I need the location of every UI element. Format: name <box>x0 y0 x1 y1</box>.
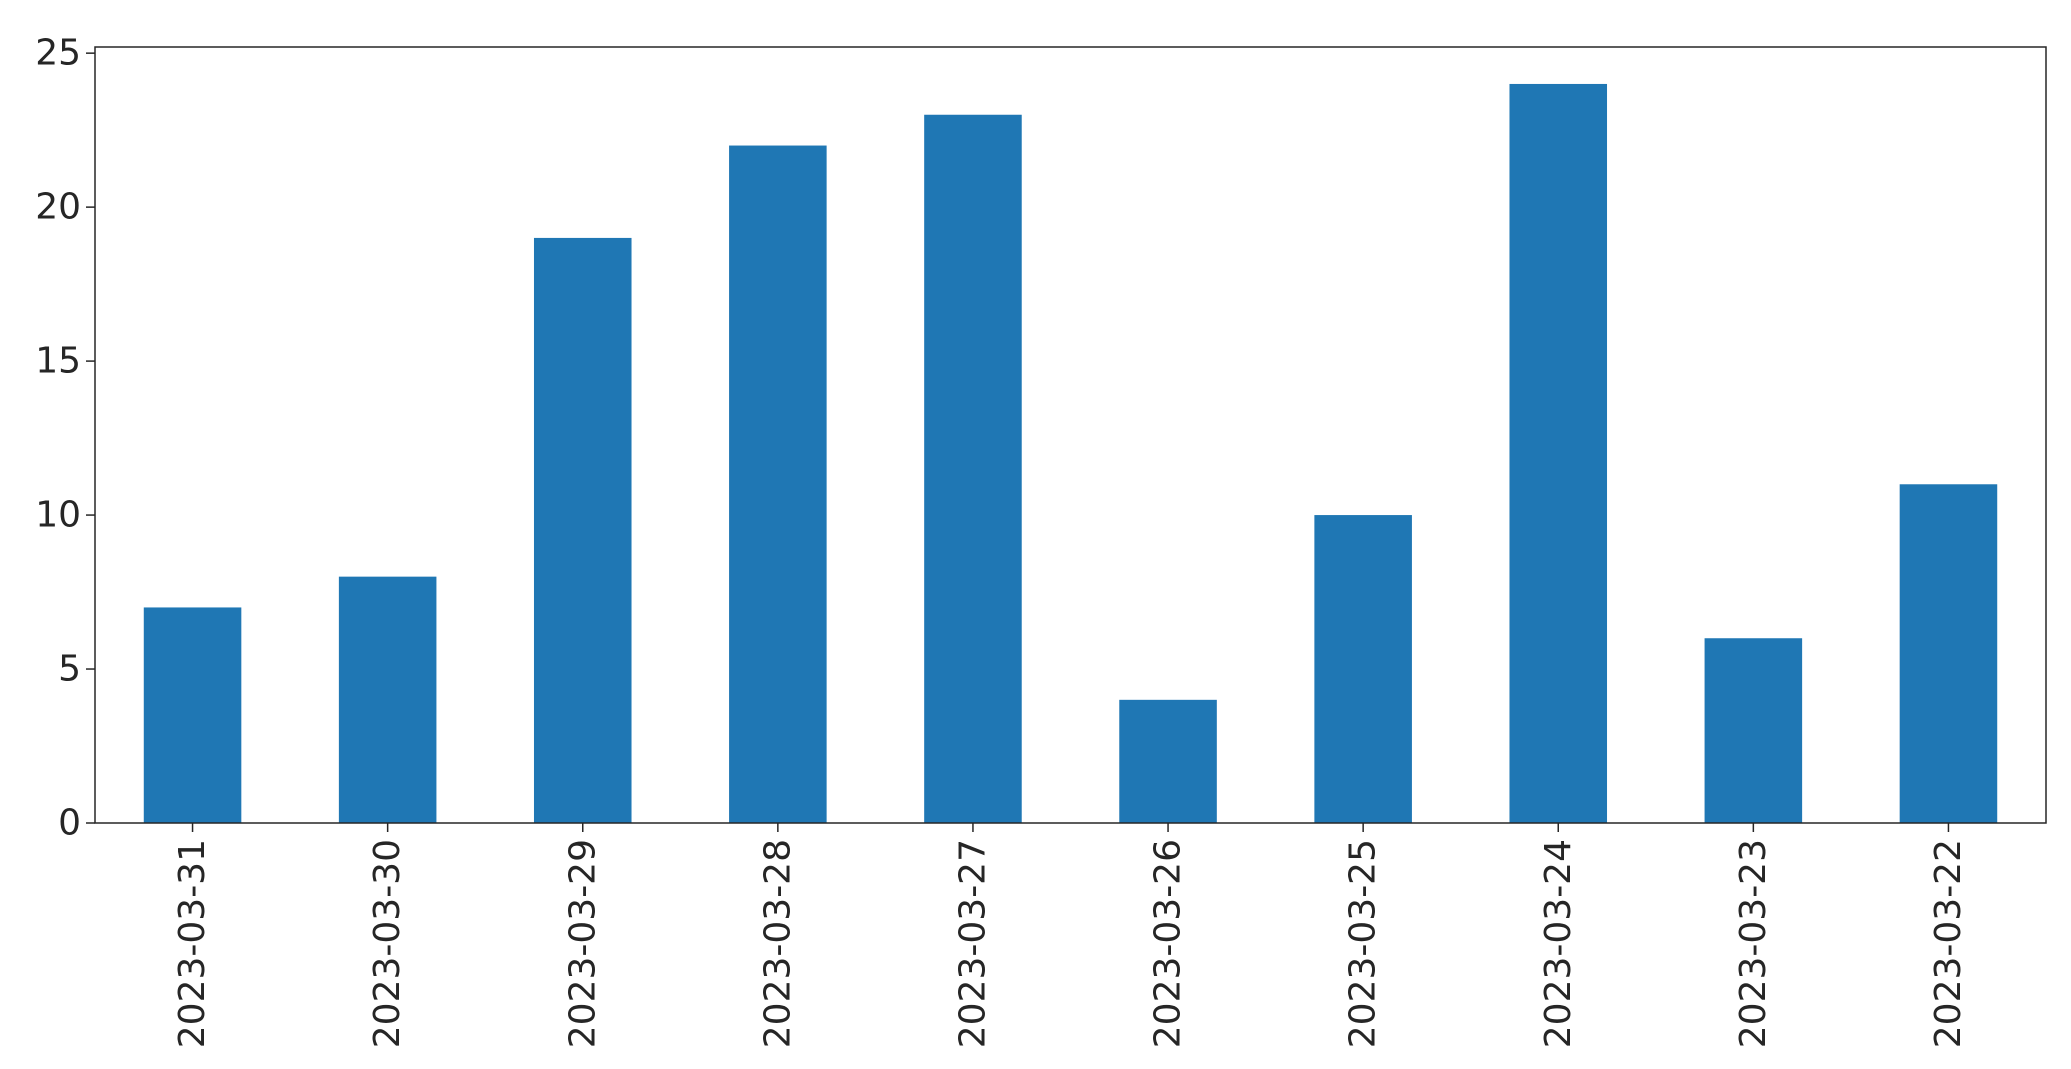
x-tick-label: 2023-03-25 <box>1343 839 1384 1048</box>
x-tick-label: 2023-03-23 <box>1733 839 1774 1048</box>
x-tick-label: 2023-03-31 <box>172 839 213 1048</box>
y-tick-label: 15 <box>35 341 81 382</box>
bar-2023-03-26 <box>1119 699 1217 823</box>
x-tick-label: 2023-03-24 <box>1538 839 1579 1048</box>
bar-2023-03-25 <box>1314 515 1412 823</box>
x-tick-label: 2023-03-26 <box>1148 839 1189 1048</box>
bar-2023-03-23 <box>1704 638 1803 823</box>
bars-group <box>143 83 1998 824</box>
y-tick-label: 0 <box>58 803 81 844</box>
bar-2023-03-28 <box>729 145 827 824</box>
x-tick-label: 2023-03-22 <box>1928 839 1969 1048</box>
bar-2023-03-29 <box>533 237 632 823</box>
x-axis: 2023-03-31 2023-03-30 2023-03-29 2023-03-28… <box>172 823 1969 1048</box>
bar-2023-03-24 <box>1509 83 1608 823</box>
x-tick-label: 2023-03-29 <box>562 839 603 1048</box>
y-tick-label: 20 <box>35 187 81 228</box>
bar-2023-03-22 <box>1899 484 1998 823</box>
y-tick-label: 25 <box>35 33 81 74</box>
y-tick-label: 5 <box>58 649 81 690</box>
x-tick-label: 2023-03-30 <box>367 839 408 1048</box>
y-tick-label: 10 <box>35 495 81 536</box>
bar-2023-03-30 <box>338 576 437 823</box>
x-tick-label: 2023-03-27 <box>952 839 993 1048</box>
y-axis: 0 5 10 15 20 25 <box>35 33 95 844</box>
plot-frame <box>94 46 2047 824</box>
x-tick-label: 2023-03-28 <box>757 839 798 1048</box>
bar-2023-03-27 <box>924 114 1022 823</box>
bar-2023-03-31 <box>143 607 242 823</box>
